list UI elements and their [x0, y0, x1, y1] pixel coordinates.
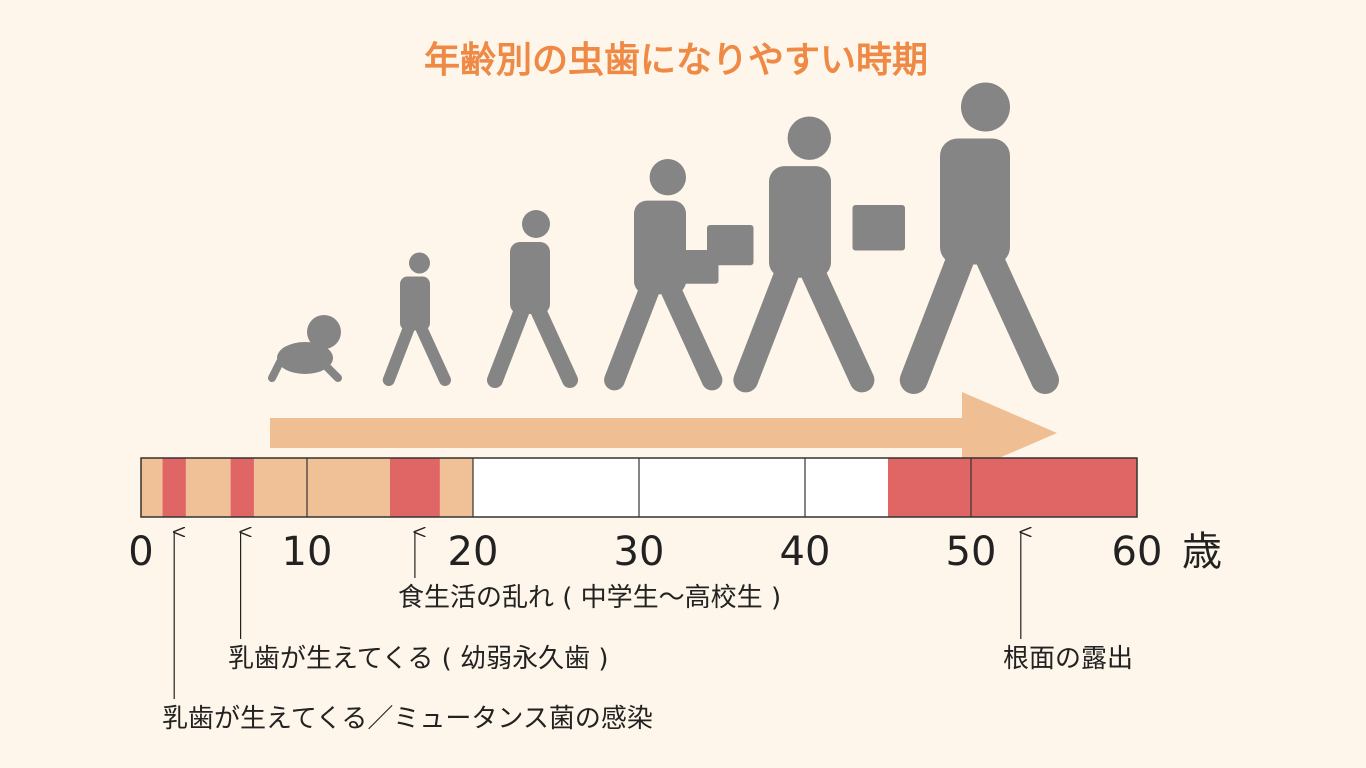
tick-label: 40 — [780, 529, 831, 575]
tick-label: 50 — [946, 529, 997, 575]
tick-label: 20 — [448, 529, 499, 575]
baby — [277, 342, 333, 374]
bag — [852, 205, 905, 251]
person-head — [522, 210, 550, 238]
risk-band — [230, 458, 254, 517]
silhouettes — [268, 82, 1059, 394]
person-legs — [733, 259, 875, 393]
person-head — [787, 116, 831, 160]
baby-limbs — [268, 358, 342, 382]
title: 年齢別の虫歯になりやすい時期 — [424, 40, 928, 81]
person-torso — [634, 200, 686, 295]
unit-label: 歳 — [1182, 529, 1222, 575]
risk-band — [162, 458, 186, 517]
tick-label: 10 — [282, 529, 333, 575]
timeline-frame — [140, 457, 1138, 518]
person-legs — [604, 278, 723, 391]
risk-band — [390, 458, 440, 517]
person-head — [409, 252, 430, 274]
annotation-label: 根面の露出 — [1003, 644, 1133, 674]
tick-label: 60 — [1112, 529, 1163, 575]
baby-head — [307, 315, 341, 349]
growth-arrow — [270, 392, 1057, 474]
person-head — [649, 159, 686, 196]
annotation-label: 乳歯が生えてくる／ミュータンス菌の感染 — [162, 704, 653, 734]
tick-label: 30 — [614, 529, 665, 575]
person-torso — [769, 166, 831, 278]
person-legs — [899, 243, 1059, 394]
annotation-label: 食生活の乱れ ( 中学生～高校生 ) — [398, 583, 781, 613]
annotation-label: 乳歯が生えてくる ( 幼弱永久歯 ) — [228, 644, 608, 674]
person-legs — [487, 302, 578, 388]
person-head — [961, 82, 1010, 132]
person-legs — [382, 321, 451, 386]
person-torso — [510, 242, 550, 314]
tick-label: 0 — [128, 529, 153, 575]
bag — [707, 225, 754, 266]
risk-band — [888, 458, 1137, 517]
person-torso — [940, 138, 1010, 265]
person-torso — [400, 276, 430, 331]
